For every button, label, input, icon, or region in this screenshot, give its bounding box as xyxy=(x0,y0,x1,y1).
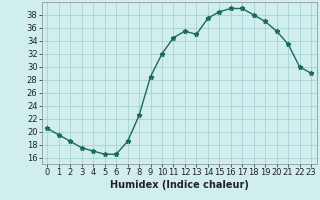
X-axis label: Humidex (Indice chaleur): Humidex (Indice chaleur) xyxy=(110,180,249,190)
